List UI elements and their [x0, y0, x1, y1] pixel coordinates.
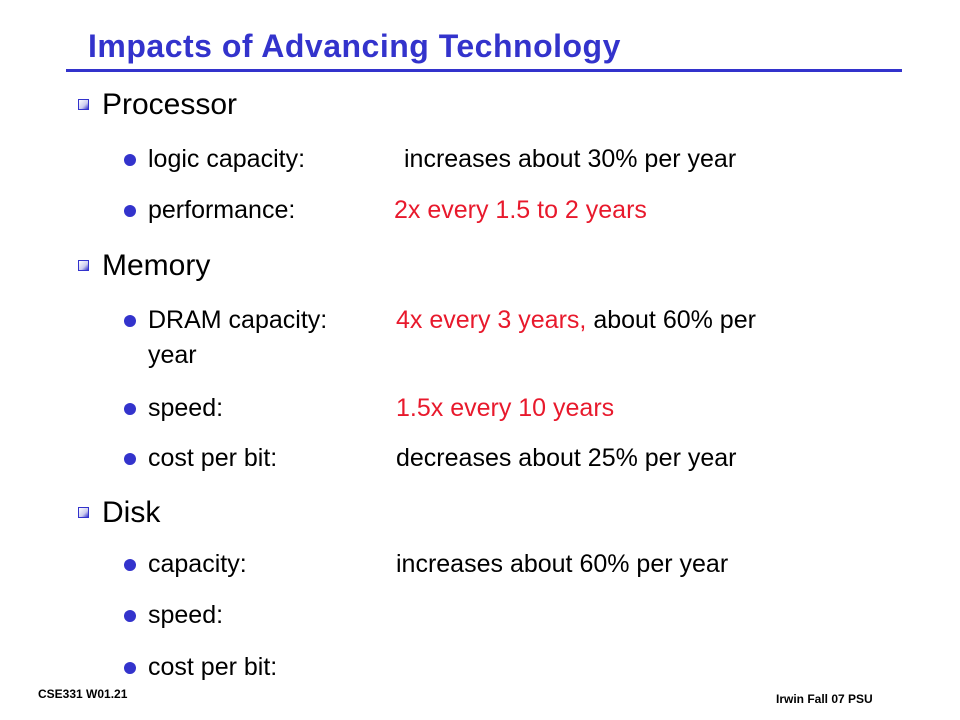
square-bullet-icon: [78, 260, 89, 271]
item-label: speed:: [148, 601, 224, 629]
item-dram-capacity-wrap: year: [148, 341, 197, 370]
item-label: logic capacity:: [148, 145, 306, 173]
footer-course: CSE331 W01.21: [38, 687, 128, 701]
item-label: performance:: [148, 196, 296, 224]
slide-title: Impacts of Advancing Technology: [88, 28, 621, 64]
item-value: increases about 30% per year: [404, 145, 737, 173]
round-bullet-icon: [124, 205, 136, 217]
item-label: cost per bit:: [148, 444, 278, 472]
section-heading-memory: Memory: [102, 249, 211, 282]
round-bullet-icon: [124, 559, 136, 571]
item-label: cost per bit:: [148, 653, 278, 681]
round-bullet-icon: [124, 662, 136, 674]
item-value-highlight: 4x every 3 years,: [396, 306, 587, 334]
item-label: DRAM capacity:: [148, 306, 328, 334]
footer-author: Irwin Fall 07 PSU: [776, 692, 873, 706]
round-bullet-icon: [124, 610, 136, 622]
item-label: capacity:: [148, 550, 247, 578]
item-value-rest: about 60% per: [593, 306, 756, 334]
square-bullet-icon: [78, 99, 89, 110]
item-value: 1.5x every 10 years: [396, 394, 615, 422]
item-value: 2x every 1.5 to 2 years: [394, 196, 647, 224]
item-label: speed:: [148, 394, 224, 422]
item-value: increases about 60% per year: [396, 550, 729, 578]
section-heading-disk: Disk: [102, 496, 161, 529]
round-bullet-icon: [124, 453, 136, 465]
item-value: 4x every 3 years, about 60% per: [396, 306, 756, 335]
round-bullet-icon: [124, 154, 136, 166]
title-underline: [66, 69, 902, 72]
round-bullet-icon: [124, 315, 136, 327]
round-bullet-icon: [124, 403, 136, 415]
item-value-wrap: year: [148, 341, 197, 369]
section-heading-processor: Processor: [102, 88, 238, 121]
square-bullet-icon: [78, 507, 89, 518]
item-value: decreases about 25% per year: [396, 444, 737, 472]
